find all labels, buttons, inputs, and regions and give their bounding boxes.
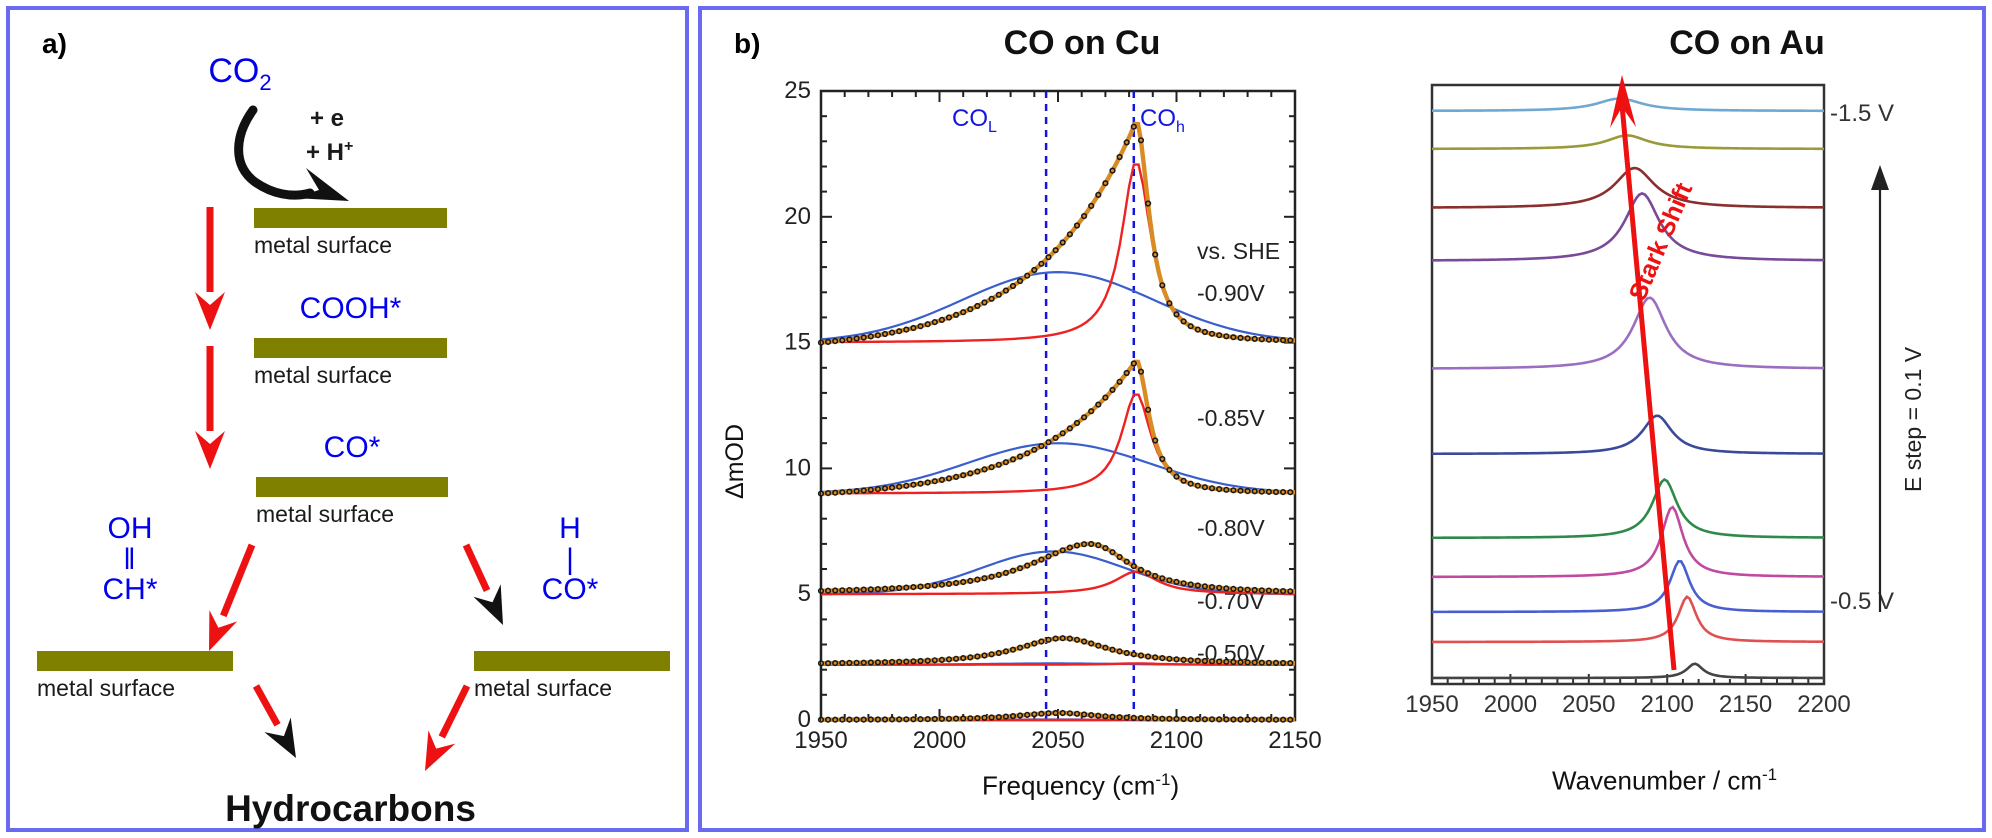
svg-text:1950: 1950	[1405, 691, 1458, 718]
svg-text:2200: 2200	[1797, 691, 1850, 718]
svg-text:2000: 2000	[1484, 691, 1537, 718]
svg-text:2100: 2100	[1641, 691, 1694, 718]
svg-text:2150: 2150	[1719, 691, 1772, 718]
svg-text:2050: 2050	[1562, 691, 1615, 718]
